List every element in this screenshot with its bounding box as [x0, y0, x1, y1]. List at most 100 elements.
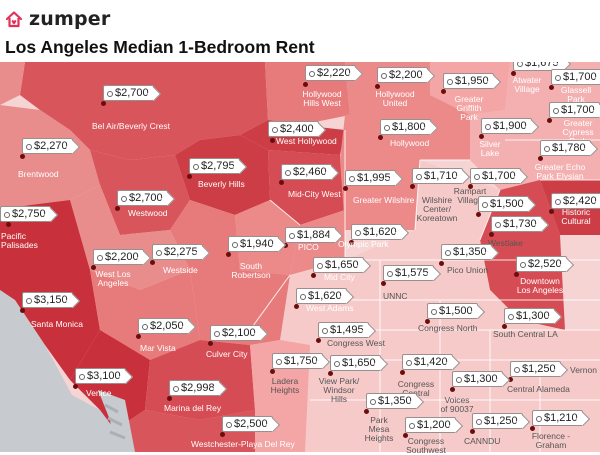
rent-tag[interactable]: $2,200 [377, 67, 428, 83]
location-marker[interactable] [343, 186, 348, 191]
rent-tag[interactable]: $2,700 [117, 190, 168, 206]
location-marker[interactable] [270, 369, 275, 374]
rent-tag[interactable]: $2,200 [93, 249, 144, 265]
rent-tag[interactable]: $2,100 [210, 325, 261, 341]
location-marker[interactable] [514, 272, 519, 277]
location-marker[interactable] [91, 265, 96, 270]
rent-tag[interactable]: $2,050 [138, 318, 189, 334]
location-marker[interactable] [468, 184, 473, 189]
neighborhood-label: Pico Union [447, 265, 489, 275]
rent-tag[interactable]: $1,730 [491, 216, 542, 232]
location-marker[interactable] [538, 156, 543, 161]
location-marker[interactable] [441, 89, 446, 94]
location-marker[interactable] [530, 426, 535, 431]
rent-tag[interactable]: $1,620 [296, 288, 347, 304]
rent-tag[interactable]: $3,100 [75, 368, 126, 384]
rent-tag[interactable]: $1,300 [452, 371, 503, 387]
location-marker[interactable] [73, 384, 78, 389]
rent-tag[interactable]: $1,995 [345, 170, 396, 186]
rent-tag[interactable]: $2,460 [281, 164, 332, 180]
location-marker[interactable] [470, 429, 475, 434]
location-marker[interactable] [208, 341, 213, 346]
rent-tag[interactable]: $2,500 [222, 416, 273, 432]
rent-tag[interactable]: $1,500 [478, 196, 529, 212]
rent-tag[interactable]: $2,270 [22, 138, 73, 154]
rent-tag[interactable]: $1,800 [380, 119, 431, 135]
location-marker[interactable] [101, 101, 106, 106]
location-marker[interactable] [20, 308, 25, 313]
location-marker[interactable] [294, 304, 299, 309]
location-marker[interactable] [375, 84, 380, 89]
location-marker[interactable] [150, 260, 155, 265]
location-marker[interactable] [220, 432, 225, 437]
rent-tag[interactable]: $1,884 [285, 227, 336, 243]
rent-tag[interactable]: $1,950 [443, 73, 494, 89]
neighborhood-label: West Los Angeles [95, 269, 131, 288]
location-marker[interactable] [136, 334, 141, 339]
rent-tag[interactable]: $2,420 [551, 193, 600, 209]
location-marker[interactable] [403, 433, 408, 438]
rent-tag[interactable]: $1,250 [510, 361, 561, 377]
rent-tag[interactable]: $1,700 [470, 168, 521, 184]
location-marker[interactable] [425, 319, 430, 324]
location-marker[interactable] [547, 118, 552, 123]
location-marker[interactable] [450, 387, 455, 392]
location-marker[interactable] [549, 85, 554, 90]
rent-tag[interactable]: $1,200 [405, 417, 456, 433]
rent-tag[interactable]: $2,795 [189, 158, 240, 174]
location-marker[interactable] [378, 135, 383, 140]
rent-tag[interactable]: $2,998 [169, 380, 220, 396]
rent-tag[interactable]: $1,900 [481, 118, 532, 134]
rent-tag[interactable]: $1,650 [313, 257, 364, 273]
rent-tag[interactable]: $1,780 [540, 140, 591, 156]
location-marker[interactable] [328, 371, 333, 376]
location-marker[interactable] [279, 180, 284, 185]
rent-tag[interactable]: $1,250 [472, 413, 523, 429]
rent-tag[interactable]: $1,940 [228, 236, 279, 252]
rent-tag[interactable]: $1,350 [366, 393, 417, 409]
location-marker[interactable] [303, 82, 308, 87]
rent-tag[interactable]: $1,750 [272, 353, 323, 369]
rent-tag[interactable]: $1,650 [330, 355, 381, 371]
location-marker[interactable] [311, 273, 316, 278]
rent-tag[interactable]: $3,150 [22, 292, 73, 308]
location-marker[interactable] [167, 396, 172, 401]
rent-tag[interactable]: $1,350 [441, 244, 492, 260]
location-marker[interactable] [410, 184, 415, 189]
location-marker[interactable] [20, 154, 25, 159]
rent-tag[interactable]: $1,500 [427, 303, 478, 319]
rent-tag[interactable]: $1,700 [549, 102, 600, 118]
rent-tag[interactable]: $1,710 [412, 168, 463, 184]
location-marker[interactable] [316, 338, 321, 343]
location-marker[interactable] [349, 240, 354, 245]
location-marker[interactable] [187, 174, 192, 179]
rent-tag[interactable]: $1,575 [383, 265, 434, 281]
location-marker[interactable] [476, 212, 481, 217]
location-marker[interactable] [479, 134, 484, 139]
location-marker[interactable] [270, 138, 275, 143]
location-marker[interactable] [364, 409, 369, 414]
rent-tag[interactable]: $1,620 [351, 224, 402, 240]
location-marker[interactable] [381, 281, 386, 286]
rent-tag[interactable]: $1,300 [504, 308, 555, 324]
location-marker[interactable] [502, 324, 507, 329]
brand-logo[interactable]: zumper [4, 6, 110, 32]
location-marker[interactable] [226, 252, 231, 257]
rent-tag[interactable]: $1,700 [551, 69, 600, 85]
location-marker[interactable] [115, 206, 120, 211]
rent-tag[interactable]: $2,220 [305, 65, 356, 81]
rent-tag[interactable]: $2,275 [152, 244, 203, 260]
rent-tag[interactable]: $1,420 [402, 354, 453, 370]
rent-tag[interactable]: $2,750 [0, 206, 51, 222]
location-marker[interactable] [439, 261, 444, 266]
rent-tag[interactable]: $2,700 [103, 85, 154, 101]
location-marker[interactable] [511, 71, 516, 76]
rent-tag[interactable]: $2,400 [268, 121, 319, 137]
rent-tag[interactable]: $1,210 [532, 410, 583, 426]
location-marker[interactable] [489, 232, 494, 237]
rent-tag[interactable]: $1,495 [318, 322, 369, 338]
location-marker[interactable] [400, 370, 405, 375]
rent-tag[interactable]: $2,520 [516, 256, 567, 272]
location-marker[interactable] [6, 222, 11, 227]
location-marker[interactable] [549, 209, 554, 214]
